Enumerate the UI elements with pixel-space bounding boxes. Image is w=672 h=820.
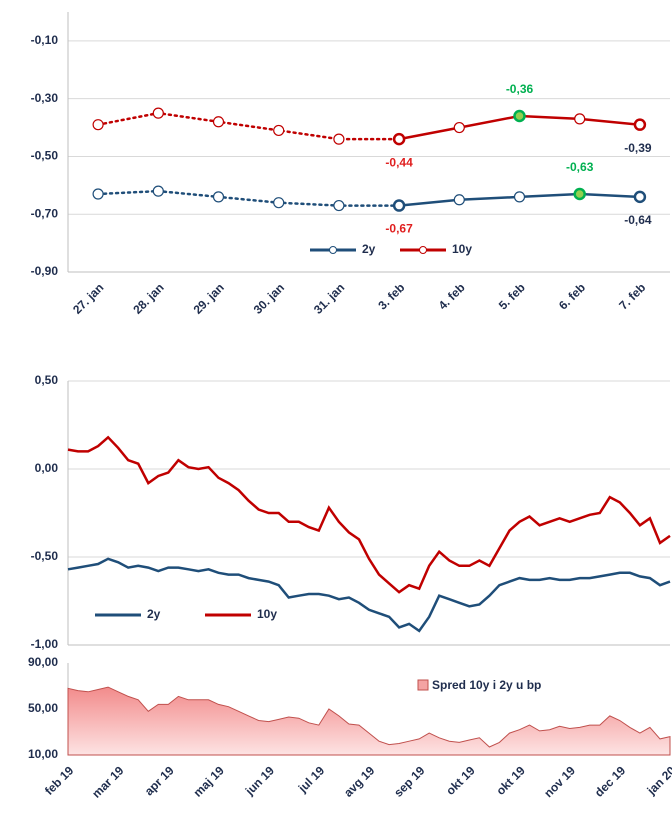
point-marker	[333, 133, 345, 145]
series-line-dotted	[96, 189, 401, 207]
y-tick-label: -1,00	[31, 637, 59, 651]
legend-label: 2y	[362, 242, 376, 256]
y-tick-label: 0,50	[35, 373, 59, 387]
legend-swatch	[417, 679, 429, 691]
legend-label: Spred 10y i 2y u bp	[432, 678, 541, 692]
y-tick-label: -0,70	[31, 206, 59, 220]
y-tick-label: -0,50	[31, 149, 59, 163]
y-tick-label: 50,00	[28, 701, 58, 715]
x-tick-label: 30. jan	[251, 280, 287, 316]
x-tick-label: 27. jan	[70, 280, 106, 316]
x-tick-label: 5. feb	[496, 280, 528, 312]
point-marker	[513, 191, 526, 203]
series-line	[67, 557, 671, 633]
point-marker	[333, 199, 345, 212]
point-marker	[574, 113, 586, 125]
point-marker	[453, 121, 465, 134]
x-tick-label: jun 19	[242, 763, 277, 798]
x-tick-label: nov 19	[541, 763, 578, 800]
x-tick-label: 31. jan	[311, 280, 347, 316]
point-marker	[152, 107, 164, 119]
series-line-dotted	[96, 111, 401, 141]
point-marker	[573, 187, 586, 201]
x-tick-label: 4. feb	[436, 280, 468, 312]
x-tick-label: feb 19	[42, 763, 77, 798]
x-tick-label: 28. jan	[130, 280, 166, 316]
data-label: -0,39	[624, 141, 652, 155]
point-marker	[212, 191, 225, 203]
data-label: -0,67	[385, 222, 413, 236]
point-marker	[392, 199, 406, 212]
x-tick-label: avg 19	[341, 763, 378, 800]
series-line	[67, 435, 671, 594]
y-tick-label: 10,00	[28, 747, 58, 761]
point-marker	[453, 194, 465, 206]
point-marker	[152, 185, 164, 197]
x-tick-label: okt 19	[443, 763, 478, 798]
data-label: -0,64	[624, 213, 652, 227]
legend-label: 2y	[147, 607, 161, 621]
y-tick-label: -0,50	[31, 549, 59, 563]
point-marker	[513, 109, 526, 123]
legend-marker	[419, 246, 427, 254]
point-marker	[92, 119, 104, 131]
x-tick-label: jan 20	[644, 763, 672, 798]
x-tick-label: mar 19	[89, 763, 126, 800]
y-tick-label: 0,00	[35, 461, 59, 475]
point-marker	[273, 124, 285, 137]
x-tick-label: 29. jan	[191, 280, 227, 316]
data-label: -0,63	[566, 160, 594, 174]
point-marker	[633, 118, 647, 131]
point-marker	[392, 132, 406, 146]
y-tick-label: 90,00	[28, 655, 58, 669]
legend-marker	[329, 246, 337, 254]
point-marker	[212, 116, 225, 128]
y-tick-label: -0,90	[31, 264, 59, 278]
x-tick-label: jul 19	[295, 763, 328, 796]
x-tick-label: maj 19	[191, 763, 228, 800]
x-tick-label: 3. feb	[375, 280, 407, 312]
x-tick-label: okt 19	[493, 763, 528, 798]
x-tick-label: apr 19	[142, 763, 177, 798]
spread-area	[67, 686, 671, 756]
data-label: -0,44	[385, 155, 413, 169]
point-marker	[273, 197, 285, 209]
x-tick-label: 6. feb	[556, 280, 588, 312]
y-tick-label: -0,10	[31, 33, 59, 47]
point-marker	[92, 188, 104, 200]
data-label: -0,36	[506, 82, 534, 96]
x-tick-label: 7. feb	[616, 280, 648, 312]
legend-label: 10y	[452, 242, 472, 256]
x-tick-label: sep 19	[391, 763, 428, 800]
point-marker	[633, 190, 647, 204]
y-tick-label: -0,30	[31, 91, 59, 105]
x-tick-label: dec 19	[592, 763, 629, 800]
legend-label: 10y	[257, 607, 277, 621]
